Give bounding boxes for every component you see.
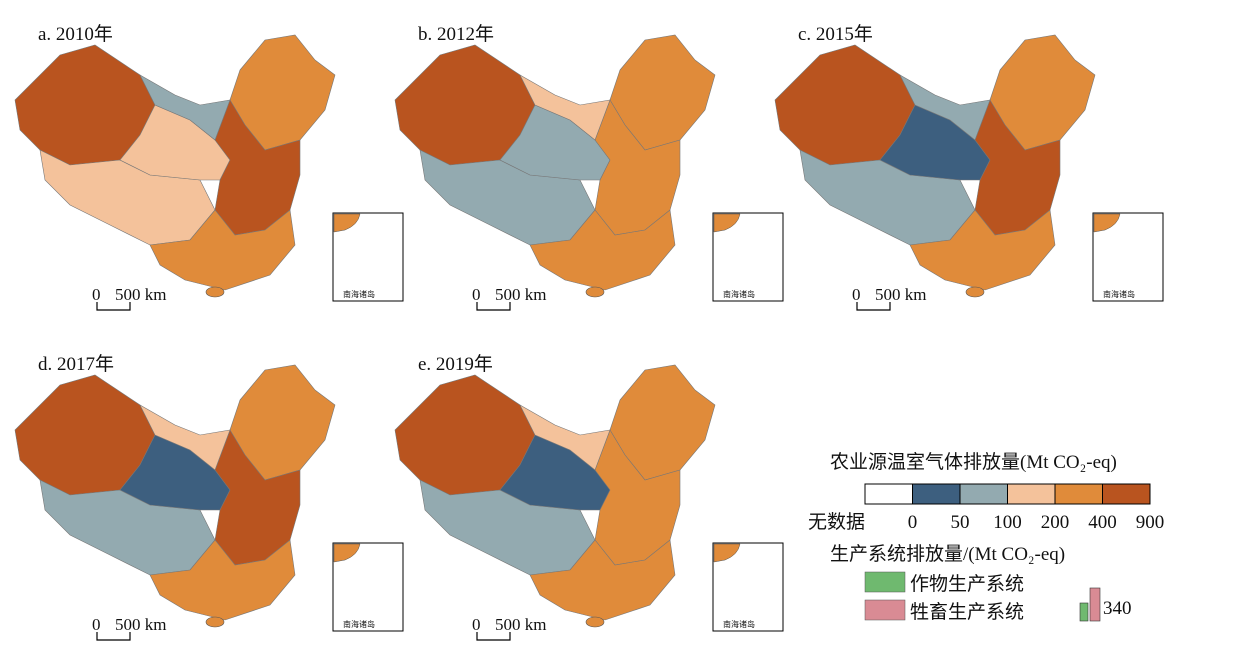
inset-land <box>333 213 361 233</box>
province-region <box>909 209 1056 291</box>
inset-label: 南海诸岛 <box>343 289 375 299</box>
panel-title: b. 2012年 <box>418 23 494 45</box>
scale-bar <box>476 302 511 311</box>
legend-swatch <box>912 483 961 505</box>
legend-class-label: 400 <box>1088 512 1117 533</box>
legend-title: 农业源温室气体排放量(Mt CO₂-eq) <box>830 451 1117 473</box>
scale-length: 500 km <box>115 615 166 634</box>
legend-systems-title: 生产系统排放量/(Mt CO₂-eq) <box>830 543 1065 565</box>
map-panel: c. 2015年 0 500 km 南海诸岛 <box>774 23 1164 311</box>
scale-bar <box>96 302 131 311</box>
inset-label: 南海诸岛 <box>723 289 755 299</box>
inset-land <box>333 543 361 563</box>
panel-title: d. 2017年 <box>38 353 114 375</box>
legend-no-data: 无数据 <box>808 511 865 533</box>
scale-zero: 0 <box>472 285 481 304</box>
panel-title: e. 2019年 <box>418 353 493 375</box>
province-region <box>149 539 296 621</box>
scale-bar <box>96 632 131 641</box>
map-panel: b. 2012年 0 500 km 南海诸岛 <box>394 23 784 311</box>
scale-length: 500 km <box>495 615 546 634</box>
hainan <box>965 286 985 298</box>
scale-bar <box>476 632 511 641</box>
province-region <box>139 74 231 141</box>
province-region <box>519 74 611 141</box>
inset-land <box>713 213 741 233</box>
hainan <box>585 286 605 298</box>
inset-label: 南海诸岛 <box>1103 289 1135 299</box>
province-region <box>139 404 231 471</box>
map-panel: d. 2017年 0 500 km 南海诸岛 <box>14 353 404 641</box>
scale-bar <box>856 302 891 311</box>
map-panel: a. 2010年 0 500 km 南海诸岛 <box>14 23 404 311</box>
hainan <box>205 286 225 298</box>
legend-class-label: 50 <box>951 512 970 533</box>
inset-land <box>713 543 741 563</box>
inset-land <box>1093 213 1121 233</box>
province-region <box>899 74 991 141</box>
map-panel: e. 2019年 0 500 km 南海诸岛 <box>394 353 784 641</box>
scale-length: 500 km <box>875 285 926 304</box>
legend-class-label: 100 <box>993 512 1022 533</box>
legend-swatch <box>959 483 1008 505</box>
legend-swatch <box>1102 483 1151 505</box>
scale-zero: 0 <box>92 285 101 304</box>
legend-class-label: 200 <box>1041 512 1070 533</box>
scale-zero: 0 <box>92 615 101 634</box>
legend-class-label: 0 <box>908 512 918 533</box>
inset-label: 南海诸岛 <box>343 619 375 629</box>
scale-zero: 0 <box>472 615 481 634</box>
scale-length: 500 km <box>495 285 546 304</box>
province-region <box>149 209 296 291</box>
legend-class-label: 900 <box>1136 512 1165 533</box>
province-region <box>529 539 676 621</box>
scale-length: 500 km <box>115 285 166 304</box>
legend-system-label: 作物生产系统 <box>910 573 1024 595</box>
legend-size-crop <box>1079 602 1089 622</box>
legend-size-label: 340 <box>1103 598 1132 619</box>
legend-size-livestock <box>1089 587 1101 622</box>
legend-system-swatch <box>864 599 906 621</box>
province-region <box>519 404 611 471</box>
legend-swatch <box>1054 483 1103 505</box>
legend-system-label: 牲畜生产系统 <box>910 601 1024 623</box>
legend-swatch <box>864 483 913 505</box>
hainan <box>205 616 225 628</box>
inset-label: 南海诸岛 <box>723 619 755 629</box>
scale-zero: 0 <box>852 285 861 304</box>
legend-swatch <box>1007 483 1056 505</box>
panel-title: c. 2015年 <box>798 23 873 45</box>
hainan <box>585 616 605 628</box>
inset-frame <box>332 212 404 302</box>
legend-system-swatch <box>864 571 906 593</box>
province-region <box>529 209 676 291</box>
panel-title: a. 2010年 <box>38 23 113 45</box>
